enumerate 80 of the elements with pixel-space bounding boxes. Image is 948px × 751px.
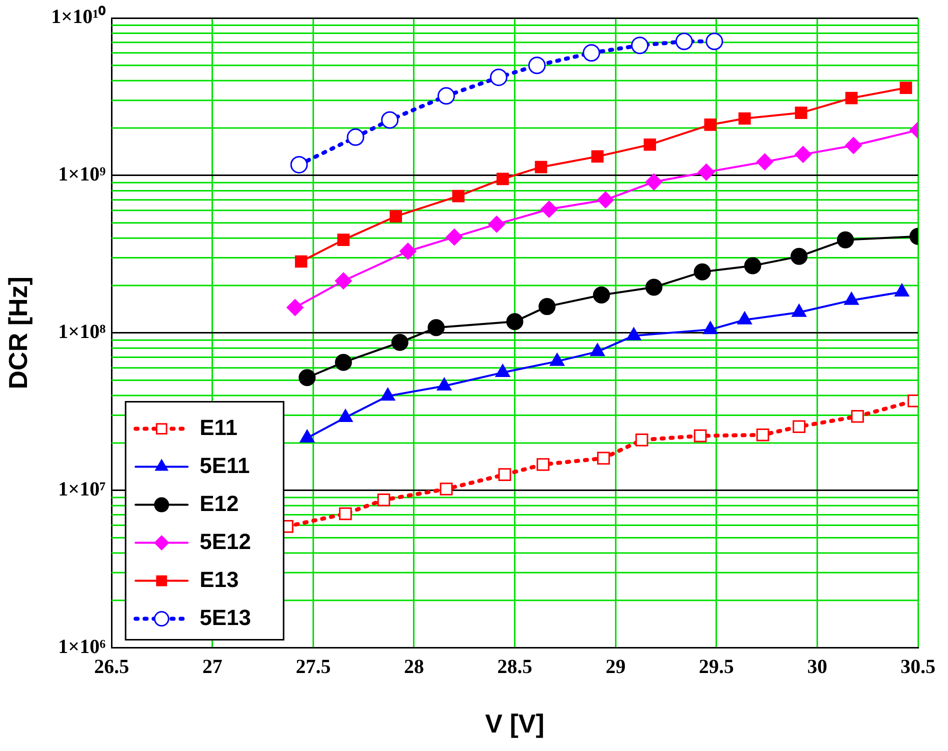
- x-axis-title: V [V]: [485, 708, 544, 739]
- x-tick-label: 30.5: [900, 656, 936, 678]
- point: [428, 319, 445, 336]
- point: [597, 452, 610, 465]
- point: [694, 429, 707, 442]
- x-tick-label: 29.5: [698, 656, 734, 678]
- legend-label: 5E13: [200, 604, 251, 630]
- point: [498, 468, 512, 481]
- point: [339, 507, 352, 520]
- point: [597, 191, 614, 208]
- point: [635, 434, 648, 446]
- legend-label: E11: [200, 414, 238, 440]
- point: [900, 82, 912, 94]
- point: [738, 112, 751, 125]
- x-tick-label: 29: [606, 656, 626, 678]
- point: [534, 160, 548, 174]
- x-tick-label: 28: [404, 656, 424, 678]
- y-tick-label: 1×10¹⁰: [51, 5, 106, 28]
- point: [538, 298, 556, 316]
- point: [792, 420, 806, 434]
- point: [536, 458, 550, 471]
- point: [675, 32, 693, 50]
- point: [794, 106, 808, 119]
- point: [851, 410, 864, 423]
- point: [390, 210, 402, 222]
- point: [582, 44, 600, 62]
- legend-label: E13: [200, 566, 239, 592]
- point: [337, 234, 350, 246]
- point: [694, 263, 711, 280]
- x-tick-label: 30: [807, 656, 828, 678]
- y-axis-title: DCR [Hz]: [2, 276, 33, 390]
- x-tick-label: 28.5: [497, 656, 532, 678]
- point: [440, 482, 453, 496]
- point: [446, 228, 463, 246]
- point: [704, 118, 717, 131]
- point: [399, 242, 416, 260]
- point: [452, 190, 465, 202]
- legend-label: 5E12: [200, 528, 251, 554]
- point: [790, 248, 808, 265]
- point: [488, 216, 506, 233]
- point: [346, 128, 364, 146]
- point: [377, 493, 390, 506]
- x-tick-label: 27.5: [296, 656, 331, 678]
- point: [744, 257, 762, 274]
- point: [496, 172, 509, 186]
- point: [438, 87, 455, 105]
- legend-label: 5E11: [200, 452, 250, 478]
- y-tick-label: 1×10⁸: [58, 321, 106, 344]
- point: [645, 173, 662, 190]
- point: [845, 92, 858, 104]
- point: [698, 164, 715, 181]
- point: [286, 298, 304, 316]
- point: [294, 255, 308, 268]
- x-tick-label: 26.5: [94, 656, 130, 678]
- point: [540, 200, 558, 218]
- y-tick-label: 1×10⁹: [58, 164, 106, 186]
- point: [334, 354, 352, 371]
- point: [506, 313, 524, 330]
- point: [836, 231, 854, 248]
- point: [756, 153, 774, 170]
- point: [490, 68, 508, 86]
- point: [592, 286, 610, 304]
- point: [591, 150, 604, 163]
- point: [290, 156, 308, 174]
- point: [645, 278, 662, 296]
- point: [381, 111, 399, 129]
- point: [756, 428, 770, 442]
- point: [391, 334, 408, 351]
- point: [528, 56, 546, 74]
- x-tick-label: 27: [202, 656, 222, 678]
- point: [706, 32, 724, 50]
- point: [298, 369, 316, 386]
- point: [631, 36, 649, 54]
- y-tick-label: 1×10⁶: [58, 636, 106, 658]
- point: [644, 138, 656, 151]
- point: [844, 136, 862, 154]
- y-tick-label: 1×10⁷: [58, 478, 106, 501]
- point: [794, 146, 812, 163]
- point: [334, 272, 352, 290]
- legend-label: E12: [200, 490, 239, 516]
